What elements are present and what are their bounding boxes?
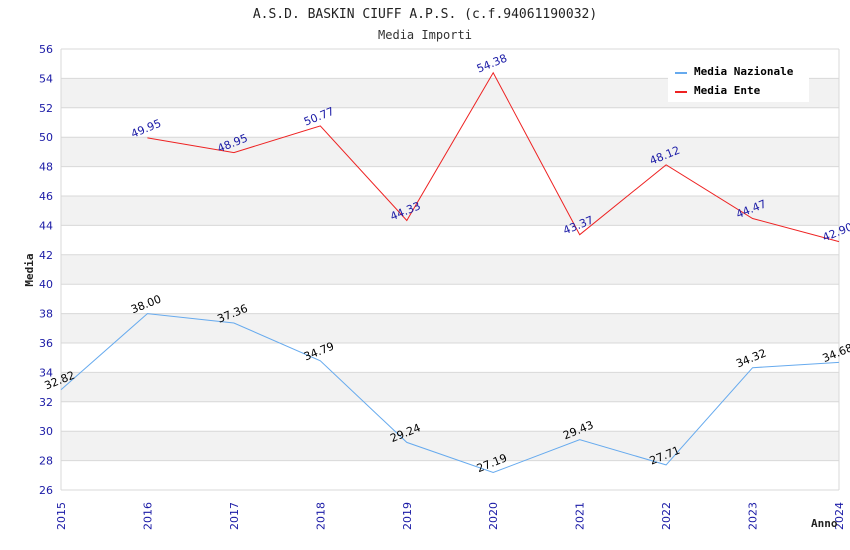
y-tick-label: 36 [39, 337, 53, 350]
y-tick-label: 44 [39, 219, 53, 232]
y-tick-label: 48 [39, 161, 53, 174]
grid-band [61, 107, 839, 138]
grid-band [61, 343, 839, 373]
y-tick-label: 34 [39, 366, 53, 379]
x-tick-label: 2015 [55, 502, 68, 530]
grid-bands [61, 49, 839, 490]
y-axis-label: Media [23, 253, 36, 286]
y-tick-label: 26 [39, 484, 53, 497]
x-axis-label: Anno [811, 517, 838, 530]
legend: Media Nazionale Media Ente [668, 60, 809, 102]
x-tick-label: 2021 [574, 502, 587, 530]
grid-band [61, 225, 839, 255]
grid-band [61, 137, 839, 167]
y-tick-label: 50 [39, 131, 53, 144]
x-tick-label: 2019 [401, 502, 414, 530]
chart-title: A.S.D. BASKIN CIUFF A.P.S. (c.f.94061190… [253, 7, 597, 22]
y-tick-label: 30 [39, 425, 53, 438]
x-tick-label: 2017 [228, 502, 241, 530]
y-axis-ticks: 26 28 30 32 34 36 38 40 42 44 46 48 50 52 54 56 [39, 43, 53, 497]
grid-band [61, 284, 839, 314]
y-tick-label: 52 [39, 102, 53, 115]
legend-label-media-ente: Media Ente [694, 84, 761, 97]
y-tick-label: 38 [39, 308, 53, 321]
x-tick-label: 2024 [833, 502, 846, 530]
x-tick-label: 2022 [660, 502, 673, 530]
legend-label-media-nazionale: Media Nazionale [694, 65, 794, 78]
series-line-media-ente [147, 71, 840, 243]
grid-band [61, 460, 839, 490]
x-tick-label: 2016 [141, 502, 154, 530]
grid-band [61, 431, 839, 461]
series-lines [60, 71, 840, 474]
grid-lines [60, 48, 840, 491]
x-tick-label: 2018 [314, 502, 327, 530]
grid-band [61, 196, 839, 226]
x-tick-label: 2020 [487, 502, 500, 530]
y-tick-label: 40 [39, 278, 53, 291]
y-tick-label: 54 [39, 72, 53, 85]
x-tick-label: 2023 [747, 502, 760, 530]
y-tick-label: 32 [39, 396, 53, 409]
chart-subtitle: Media Importi [378, 28, 472, 42]
grid-band [61, 372, 839, 402]
grid-band [61, 401, 839, 432]
y-tick-label: 46 [39, 190, 53, 203]
y-tick-label: 56 [39, 43, 53, 56]
grid-band [61, 313, 839, 343]
legend-box [668, 60, 809, 102]
series-line-media-nazionale [60, 313, 840, 474]
y-tick-label: 42 [39, 249, 53, 262]
grid-band [61, 254, 839, 285]
y-tick-label: 28 [39, 455, 53, 468]
x-axis-ticks: 2015 2016 2017 2018 2019 2020 2021 2022 2023 2024 [55, 502, 846, 530]
grid-band [61, 166, 839, 196]
